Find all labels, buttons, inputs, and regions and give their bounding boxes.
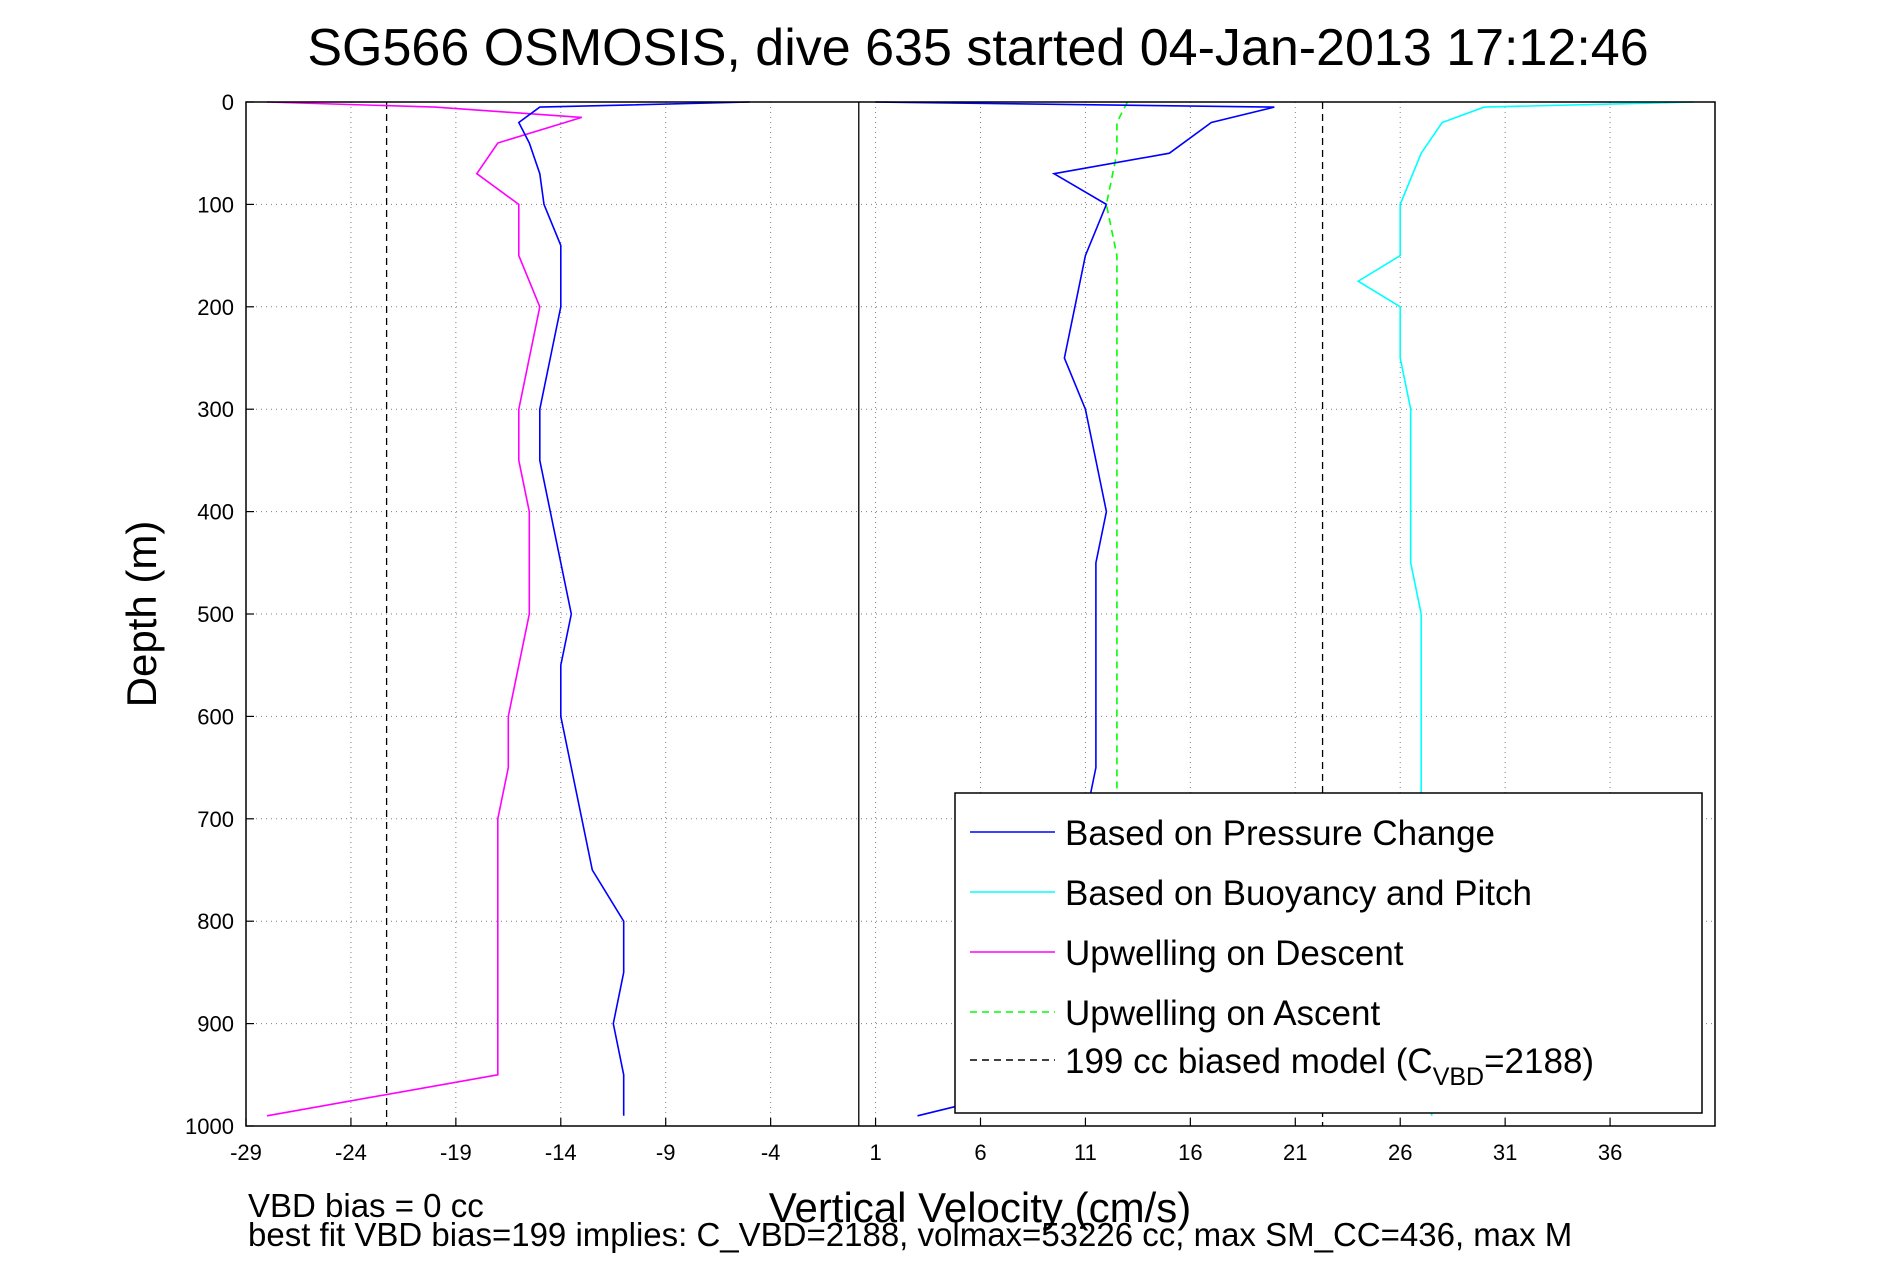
y-tick-label: 800 <box>197 909 234 934</box>
legend: Based on Pressure Change Based on Buoyan… <box>954 792 1703 1114</box>
legend-label-pressure: Based on Pressure Change <box>1065 814 1495 853</box>
x-tick-label: -14 <box>545 1140 577 1165</box>
x-tick-label: -24 <box>335 1140 367 1165</box>
x-tick-label: -9 <box>656 1140 676 1165</box>
x-tick-label: -29 <box>230 1140 262 1165</box>
x-tick-label: 26 <box>1388 1140 1412 1165</box>
x-tick-label: 11 <box>1074 1140 1097 1165</box>
y-tick-label: 600 <box>197 704 234 729</box>
y-tick-label: 900 <box>197 1012 234 1037</box>
x-ticks: -29 -24 -19 -14 -9 -4 1 6 11 16 21 26 31 36 <box>230 1118 1622 1165</box>
y-tick-label: 300 <box>197 397 234 422</box>
x-tick-label: 16 <box>1178 1140 1202 1165</box>
x-tick-label: 6 <box>974 1140 986 1165</box>
legend-box <box>954 792 1703 1114</box>
y-ticks: 0 100 200 300 400 500 600 700 800 900 1000 <box>185 90 254 1139</box>
vbd-bias-note: VBD bias = 0 cc <box>248 1187 484 1224</box>
y-tick-label: 0 <box>222 90 234 115</box>
y-tick-label: 1000 <box>185 1114 234 1139</box>
upwelling-on-ascent-line <box>1105 101 1129 1116</box>
legend-label-upwelling-ascent: Upwelling on Ascent <box>1065 994 1380 1033</box>
upwelling-on-descent-line <box>266 101 583 1117</box>
y-tick-label: 700 <box>197 807 234 832</box>
y-axis-label: Depth (m) <box>118 521 165 708</box>
legend-label-upwelling-descent: Upwelling on Descent <box>1065 934 1404 973</box>
legend-label-buoyancy: Based on Buoyancy and Pitch <box>1065 874 1532 913</box>
y-tick-label: 200 <box>197 295 234 320</box>
y-tick-label: 500 <box>197 602 234 627</box>
x-tick-label: -19 <box>440 1140 472 1165</box>
x-tick-label: 21 <box>1283 1140 1307 1165</box>
best-fit-note: best fit VBD bias=199 implies: C_VBD=218… <box>248 1216 1572 1253</box>
based-on-pressure-change-descent-line <box>517 101 750 1116</box>
legend-label-biased-model: 199 cc biased model (CVBD=2188) <box>1065 1042 1594 1091</box>
x-tick-label: 36 <box>1598 1140 1622 1165</box>
x-tick-label: 1 <box>869 1140 881 1165</box>
chart-title: SG566 OSMOSIS, dive 635 started 04-Jan-2… <box>307 19 1648 77</box>
y-tick-label: 400 <box>197 500 234 525</box>
x-tick-label: -4 <box>761 1140 781 1165</box>
y-tick-label: 100 <box>197 192 234 217</box>
x-tick-label: 31 <box>1493 1140 1517 1165</box>
x-axis-label: Vertical Velocity (cm/s) <box>769 1184 1191 1231</box>
